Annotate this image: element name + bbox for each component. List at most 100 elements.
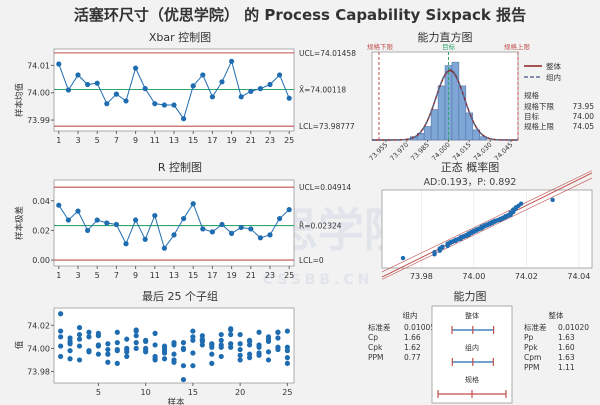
xbar-title: Xbar 控制图 — [149, 30, 211, 44]
data-point — [400, 255, 406, 261]
data-point — [228, 341, 234, 347]
data-point — [267, 232, 273, 238]
within-row-label: 标准差 — [368, 322, 391, 332]
data-point — [237, 357, 243, 363]
lcl-label: LCL=0 — [299, 256, 324, 265]
x-tick-label: 15 — [188, 271, 198, 280]
x-tick-label: 25 — [282, 388, 292, 397]
y-tick-label: 74.01 — [27, 61, 50, 70]
data-point — [86, 334, 92, 340]
data-point — [171, 232, 177, 238]
target-label: 目标 — [442, 42, 456, 51]
x-tick-label: 74.00 — [462, 272, 485, 281]
data-point — [180, 346, 187, 353]
data-point — [284, 328, 290, 334]
data-point — [133, 327, 139, 333]
lsl-label: 规格下限 — [367, 42, 394, 51]
within-row-value: 0.01005 — [404, 323, 435, 332]
data-point — [180, 376, 187, 383]
data-point — [265, 334, 272, 340]
plot-area — [53, 179, 295, 267]
last25-ylabel: 值 — [14, 340, 25, 349]
data-point — [246, 338, 253, 345]
data-point — [56, 202, 62, 208]
capability-box — [431, 305, 513, 404]
x-tick-label: 5 — [96, 388, 101, 397]
data-point — [209, 341, 215, 347]
data-point — [238, 224, 244, 231]
data-point — [190, 334, 196, 340]
data-point — [229, 58, 235, 64]
data-point — [152, 330, 158, 336]
data-point — [219, 79, 225, 85]
data-point — [284, 355, 290, 361]
data-point — [209, 229, 215, 235]
spec-row-label: 规格上限 — [524, 121, 554, 131]
y-tick-label: 0.02 — [32, 226, 50, 235]
data-point — [67, 335, 73, 341]
data-point — [58, 334, 64, 340]
data-point — [284, 360, 290, 366]
data-point — [190, 83, 196, 89]
x-tick-label: 11 — [150, 136, 160, 145]
data-point — [275, 329, 281, 335]
data-point — [190, 201, 196, 207]
data-point — [75, 208, 81, 214]
data-point — [229, 230, 235, 236]
data-point — [104, 220, 110, 226]
data-point — [209, 360, 215, 366]
data-point — [142, 236, 148, 242]
data-point — [58, 353, 64, 360]
report-title: 活塞环尺寸（优思学院） 的 Process Capability Sixpack… — [73, 6, 527, 24]
x-tick-label: 5 — [95, 271, 100, 280]
capability-row-label: 组内 — [465, 343, 479, 352]
data-point — [114, 329, 120, 335]
data-point — [275, 346, 281, 353]
data-point — [123, 98, 129, 104]
data-point — [265, 349, 272, 355]
data-point — [65, 87, 71, 93]
overall-row-label: Pp — [524, 333, 534, 342]
overall-row-label: Cpm — [524, 353, 541, 362]
within-curve — [371, 68, 519, 141]
x-tick-label: 73.98 — [410, 272, 433, 281]
data-point — [248, 226, 254, 232]
ucl-label: UCL=0.04914 — [299, 183, 351, 192]
within-row-label: Cpk — [368, 343, 383, 352]
last25-title: 最后 25 个子组 — [142, 289, 218, 303]
x-tick-label: 74.030 — [472, 141, 494, 163]
spec-row-value: 73.95 — [573, 102, 595, 111]
data-point — [161, 245, 167, 251]
data-point — [133, 333, 139, 339]
data-point — [113, 221, 119, 228]
data-point — [85, 81, 91, 88]
data-point — [218, 331, 224, 338]
x-tick-label: 15 — [188, 388, 198, 397]
data-point — [124, 346, 130, 353]
capability-row-label: 规格 — [465, 375, 479, 384]
data-point — [113, 91, 119, 97]
data-point — [218, 337, 224, 343]
data-point — [256, 344, 262, 350]
data-point — [85, 227, 91, 234]
x-tick-label: 20 — [235, 388, 245, 397]
data-point — [86, 348, 92, 354]
data-point — [190, 363, 196, 369]
data-point — [237, 346, 243, 353]
r-title: R 控制图 — [158, 160, 202, 174]
data-point — [94, 80, 100, 86]
overall-row-value: 1.63 — [558, 333, 575, 342]
data-point — [95, 351, 102, 357]
prob-title: 正态 概率图 — [441, 160, 500, 174]
data-point — [284, 348, 290, 354]
data-point — [76, 336, 83, 342]
data-point — [180, 340, 187, 346]
data-point — [94, 217, 100, 223]
capability-row-label: 整体 — [465, 311, 479, 320]
x-tick-label: 10 — [141, 388, 151, 397]
x-tick-label: 74.015 — [451, 141, 473, 163]
spec-row-value: 74.00 — [573, 112, 595, 121]
data-point — [86, 329, 92, 335]
